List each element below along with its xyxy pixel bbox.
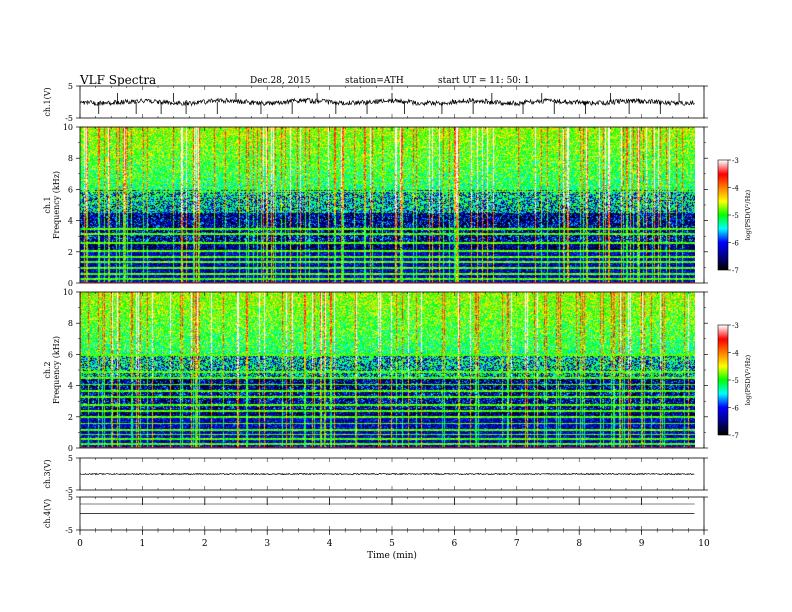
x-axis-tick-label: 1 bbox=[140, 539, 146, 549]
y-axis-label: ch.3(V) bbox=[43, 459, 52, 488]
panel-3: -3 -4 -5 -6 -7 log(PSD(V²/Hz) 0 2 4 6 8 10 ch.2 Frequ… bbox=[43, 288, 752, 453]
signal-trace bbox=[79, 97, 695, 107]
y-tick-label: 6 bbox=[68, 350, 73, 359]
chart-title: VLF Spectra bbox=[80, 73, 157, 87]
y-tick-label: 0 bbox=[68, 279, 73, 288]
y-axis-label-frequency: Frequency (kHz) bbox=[52, 336, 61, 404]
chart-panels: 5-5ch.1(V)-3-4-5-6-7log(PSD(V²/Hz)024681… bbox=[43, 82, 752, 535]
y-axis-label: ch.1 bbox=[43, 196, 52, 213]
x-axis-tick-label: 3 bbox=[264, 539, 270, 549]
y-tick-label: -5 bbox=[65, 114, 73, 123]
x-axis-tick-label: 7 bbox=[514, 539, 520, 549]
colorbar-tick-label: -6 bbox=[732, 405, 739, 413]
colorbar-tick-label: -6 bbox=[732, 240, 739, 248]
panel-5: 5 -5 ch.4(V) bbox=[43, 493, 708, 535]
y-axis-label: ch.2 bbox=[43, 361, 52, 378]
colorbar: -3 -4 -5 -6 -7 log(PSD(V²/Hz) bbox=[717, 157, 752, 275]
y-axis-label: ch.1(V) bbox=[43, 87, 52, 116]
y-tick-label: 8 bbox=[68, 154, 73, 163]
y-tick-label: 10 bbox=[63, 288, 73, 297]
y-axis-label: ch.4(V) bbox=[43, 499, 52, 528]
station-label: station=ATH bbox=[345, 76, 404, 86]
x-axis-tick-label: 9 bbox=[639, 539, 645, 549]
colorbar-tick-label: -3 bbox=[732, 157, 739, 165]
x-axis-tick-label: 4 bbox=[327, 539, 333, 549]
panel-4: 5 -5 ch.3(V) bbox=[43, 454, 708, 495]
y-tick-label: 4 bbox=[68, 217, 73, 226]
y-tick-label: 10 bbox=[63, 123, 73, 132]
signal-trace bbox=[79, 472, 695, 476]
colorbar-tick-label: -5 bbox=[732, 212, 739, 220]
y-tick-label: 6 bbox=[68, 185, 73, 194]
time-axis: 0 1 2 3 4 5 6 7 8 9 10 Time (min) bbox=[77, 530, 710, 561]
colorbar-tick-label: -3 bbox=[732, 322, 739, 330]
panel-2: -3 -4 -5 -6 -7 log(PSD(V²/Hz) 0 2 4 6 8 10 ch.1 Frequ… bbox=[43, 123, 752, 288]
y-tick-label: 2 bbox=[68, 413, 73, 422]
x-axis-tick-label: 0 bbox=[77, 539, 83, 549]
colorbar-tick-label: -4 bbox=[732, 185, 739, 193]
y-tick-label: -5 bbox=[65, 526, 73, 535]
colorbar-gradient bbox=[718, 160, 728, 270]
x-axis-tick-label: 2 bbox=[202, 539, 208, 549]
colorbar: -3 -4 -5 -6 -7 log(PSD(V²/Hz) bbox=[717, 322, 752, 440]
y-tick-label: 5 bbox=[68, 493, 73, 502]
spectrogram-image bbox=[80, 292, 695, 448]
colorbar-label: log(PSD(V²/Hz) bbox=[744, 189, 752, 240]
y-tick-label: 5 bbox=[68, 454, 73, 463]
y-tick-label: 5 bbox=[68, 82, 73, 91]
date-label: Dec.28, 2015 bbox=[250, 76, 311, 86]
start-time-label: start UT = 11: 50: 1 bbox=[438, 76, 530, 86]
colorbar-tick-label: -5 bbox=[732, 377, 739, 385]
x-axis-tick-label: 6 bbox=[452, 539, 458, 549]
colorbar-tick-label: -7 bbox=[732, 267, 739, 275]
colorbar-label: log(PSD(V²/Hz) bbox=[744, 354, 752, 405]
y-tick-label: 0 bbox=[68, 444, 73, 453]
x-axis-label: Time (min) bbox=[367, 550, 417, 561]
spectrogram-image bbox=[80, 127, 695, 283]
panel-1: 5 -5 ch.1(V) bbox=[43, 82, 708, 123]
colorbar-gradient bbox=[718, 325, 728, 435]
y-tick-label: 2 bbox=[68, 248, 73, 257]
y-tick-label: -5 bbox=[65, 486, 73, 495]
colorbar-tick-label: -4 bbox=[732, 350, 739, 358]
y-axis-label-frequency: Frequency (kHz) bbox=[52, 171, 61, 239]
y-tick-label: 8 bbox=[68, 319, 73, 328]
x-axis-tick-label: 10 bbox=[698, 539, 710, 549]
x-axis-tick-label: 8 bbox=[576, 539, 582, 549]
y-tick-label: 4 bbox=[68, 382, 73, 391]
x-axis-tick-label: 5 bbox=[389, 539, 395, 549]
colorbar-tick-label: -7 bbox=[732, 432, 739, 440]
